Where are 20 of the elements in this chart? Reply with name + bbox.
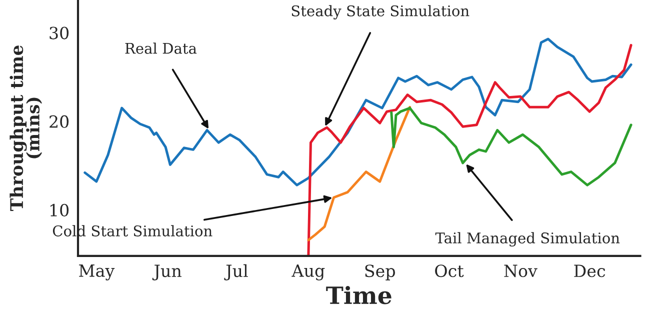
line-series bbox=[307, 44, 632, 256]
y-tick-label: 20 bbox=[50, 115, 69, 128]
x-tick-label: Oct bbox=[435, 264, 464, 278]
y-axis-title: Throughput time (mins) bbox=[10, 46, 42, 212]
x-tick-label: May bbox=[79, 264, 115, 280]
line-series bbox=[307, 106, 412, 242]
y-tick-label: 30 bbox=[50, 26, 69, 40]
x-tick-label: Aug bbox=[292, 264, 325, 280]
x-axis-title: Time bbox=[326, 286, 392, 304]
x-tick-label: Dec bbox=[574, 264, 606, 278]
annotation: Steady State Simulation bbox=[292, 5, 470, 20]
line-series bbox=[390, 106, 632, 186]
x-tick-label: Sep bbox=[365, 264, 395, 280]
x-tick-label: Nov bbox=[504, 264, 538, 278]
annotation: Tail Managed Simulation bbox=[435, 232, 620, 246]
x-tick-label: Jun bbox=[152, 264, 182, 280]
y-tick-label: 10 bbox=[50, 204, 69, 216]
line-series bbox=[84, 38, 632, 186]
x-tick-label: Jul bbox=[224, 264, 248, 280]
annotation: Real Data bbox=[125, 42, 197, 54]
